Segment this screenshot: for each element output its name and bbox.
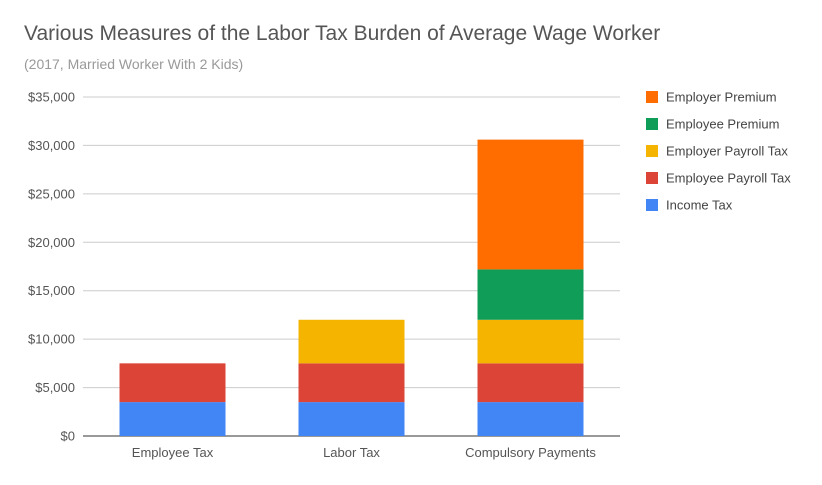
bar-segment-income-tax [477, 402, 584, 436]
legend: Employer Premium Employee Premium Employer… [646, 90, 791, 213]
legend-label: Employer Payroll Tax [666, 144, 788, 159]
legend-swatch [646, 91, 658, 103]
bar-segment-employee-payroll-tax [298, 363, 405, 403]
legend-label: Income Tax [666, 198, 733, 213]
x-tick-label: Employee Tax [132, 445, 214, 460]
y-tick-label: $10,000 [28, 332, 75, 347]
bar-segment-income-tax [298, 402, 405, 436]
bar-segment-employee-payroll-tax [477, 363, 584, 403]
y-tick-label: $35,000 [28, 90, 75, 105]
legend-label: Employee Premium [666, 117, 779, 132]
x-tick-label: Labor Tax [323, 445, 380, 460]
bar-segment-employer-payroll-tax [298, 319, 405, 364]
bar-segment-employer-payroll-tax [477, 319, 584, 364]
legend-label: Employee Payroll Tax [666, 171, 791, 186]
legend-label: Employer Premium [666, 90, 777, 105]
bar-segment-employee-premium [477, 269, 584, 320]
bar-segment-income-tax [119, 402, 226, 436]
chart-title: Various Measures of the Labor Tax Burden… [24, 22, 661, 45]
legend-swatch [646, 145, 658, 157]
bar-segment-employee-payroll-tax [119, 363, 226, 403]
y-tick-label: $15,000 [28, 283, 75, 298]
y-tick-label: $30,000 [28, 138, 75, 153]
y-tick-label: $5,000 [35, 380, 75, 395]
legend-swatch [646, 118, 658, 130]
x-axis: Employee Tax Labor Tax Compulsory Payments [132, 445, 597, 460]
chart-subtitle: (2017, Married Worker With 2 Kids) [24, 56, 244, 72]
bars [119, 139, 584, 436]
legend-swatch [646, 172, 658, 184]
bar-segment-employer-premium [477, 139, 584, 270]
y-tick-label: $0 [61, 429, 75, 444]
y-tick-label: $20,000 [28, 235, 75, 250]
legend-swatch [646, 199, 658, 211]
y-axis: $0 $5,000 $10,000 $15,000 $20,000 $25,000 $30,… [28, 90, 75, 444]
y-tick-label: $25,000 [28, 186, 75, 201]
x-tick-label: Compulsory Payments [465, 445, 596, 460]
